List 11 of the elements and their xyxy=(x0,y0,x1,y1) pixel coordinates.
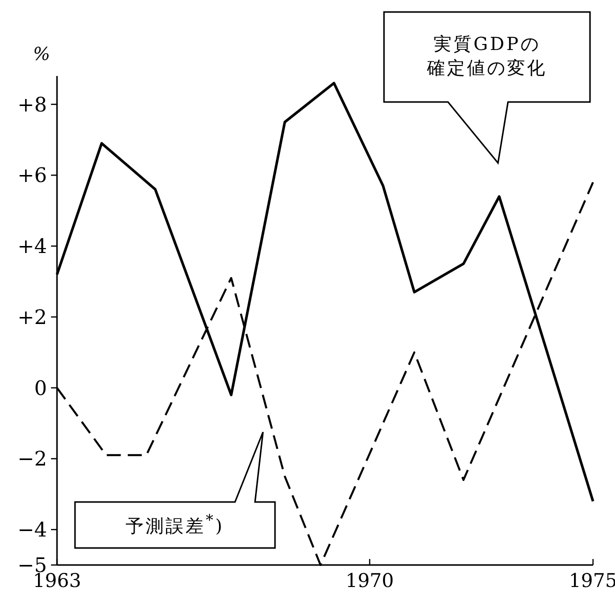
y-tick-label: −2 xyxy=(18,446,47,471)
y-tick-label: +2 xyxy=(18,304,47,329)
x-tick-label: 1970 xyxy=(345,570,394,592)
y-tick-label: 0 xyxy=(34,376,47,400)
y-tick-label: +8 xyxy=(18,92,47,116)
annotation: 実質GDPの確定値の変化 xyxy=(426,32,548,81)
y-tick-label: −4 xyxy=(18,518,47,542)
y-tick-label: +4 xyxy=(18,234,47,258)
y-tick-label: +6 xyxy=(18,163,47,188)
y-axis-title: % xyxy=(33,44,50,65)
annotation: 予測誤差$^{*}$) xyxy=(126,510,224,540)
